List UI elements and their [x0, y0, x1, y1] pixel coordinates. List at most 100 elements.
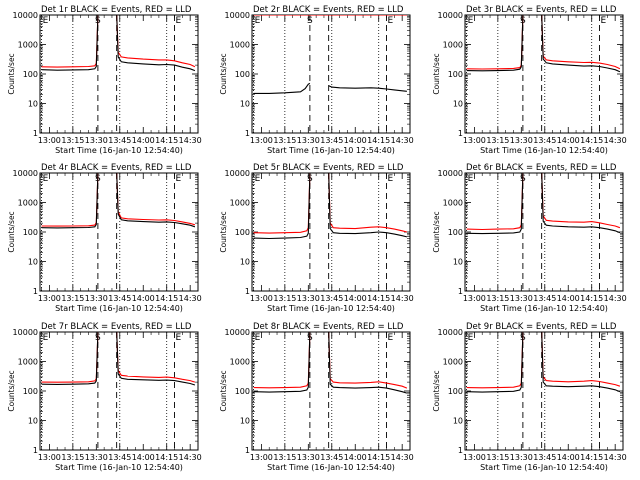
- marker-label-3: E: [388, 16, 394, 26]
- x-tick-label: 13:45: [108, 453, 131, 462]
- x-axis-label: Start Time (16-Jan-10 12:54:40): [267, 463, 395, 472]
- x-tick-label: 13:15: [61, 294, 84, 303]
- y-tick-label: 10: [240, 417, 250, 426]
- x-tick-label: 14:00: [557, 136, 580, 145]
- y-axis-label: Counts/sec: [219, 53, 228, 94]
- x-tick-label: 13:15: [486, 453, 509, 462]
- x-tick-label: 14:15: [580, 136, 603, 145]
- y-tick-label: 1000: [443, 358, 463, 367]
- x-tick-label: 13:15: [61, 136, 84, 145]
- chart-title: Det 1r BLACK = Events, RED = LLD: [41, 5, 192, 15]
- x-tick-label: 14:15: [367, 294, 390, 303]
- series-line-events: [466, 173, 621, 235]
- x-axis-label: Start Time (16-Jan-10 12:54:40): [55, 304, 183, 313]
- x-tick-label: 13:15: [273, 453, 296, 462]
- marker-label-3: E: [176, 174, 182, 184]
- x-tick-label: 14:30: [391, 453, 414, 462]
- x-tick-label: 13:00: [250, 453, 273, 462]
- x-tick-label: 14:00: [132, 294, 155, 303]
- marker-label-1: E: [468, 16, 474, 26]
- y-tick-label: 1: [458, 287, 463, 296]
- x-tick-label: 14:30: [179, 136, 202, 145]
- y-tick-label: 100: [235, 70, 250, 79]
- series-line-lld: [41, 173, 196, 227]
- y-tick-label: 10000: [225, 169, 250, 178]
- marker-label-1: E: [255, 16, 261, 26]
- series-line-events: [466, 332, 621, 393]
- y-tick-label: 100: [448, 228, 463, 237]
- chart-title: Det 8r BLACK = Events, RED = LLD: [253, 322, 404, 332]
- x-tick-label: 13:15: [61, 453, 84, 462]
- x-tick-label: 14:30: [604, 136, 627, 145]
- marker-label-2: S: [307, 16, 313, 26]
- x-tick-label: 14:15: [580, 453, 603, 462]
- x-tick-label: 14:30: [604, 453, 627, 462]
- y-tick-label: 100: [23, 70, 38, 79]
- x-tick-label: 14:15: [155, 294, 178, 303]
- chart-title: Det 3r BLACK = Events, RED = LLD: [466, 5, 617, 15]
- y-tick-label: 10: [28, 100, 38, 109]
- marker-label-1: E: [255, 333, 261, 343]
- y-tick-label: 10000: [438, 11, 463, 20]
- x-axis-label: Start Time (16-Jan-10 12:54:40): [480, 304, 608, 313]
- x-tick-label: 13:00: [38, 453, 61, 462]
- x-tick-label: 13:15: [273, 136, 296, 145]
- marker-label-1: E: [43, 16, 49, 26]
- series-line-events: [253, 332, 408, 394]
- x-tick-label: 14:00: [344, 136, 367, 145]
- y-tick-label: 1: [33, 129, 38, 138]
- y-tick-label: 1000: [18, 358, 38, 367]
- marker-label-3: E: [388, 333, 394, 343]
- x-tick-label: 13:00: [38, 294, 61, 303]
- x-tick-label: 14:30: [604, 294, 627, 303]
- series-line-events: [253, 173, 408, 240]
- y-tick-label: 1000: [230, 358, 250, 367]
- y-tick-label: 10: [240, 258, 250, 267]
- x-tick-label: 14:15: [155, 136, 178, 145]
- y-axis-label: Counts/sec: [432, 211, 441, 252]
- chart-title: Det 9r BLACK = Events, RED = LLD: [466, 322, 617, 332]
- y-tick-label: 100: [448, 70, 463, 79]
- marker-label-3: E: [176, 333, 182, 343]
- y-tick-label: 10000: [13, 328, 38, 337]
- y-tick-label: 1: [33, 446, 38, 455]
- series-line-events: [466, 15, 621, 73]
- x-tick-label: 14:15: [580, 294, 603, 303]
- y-tick-label: 1: [245, 287, 250, 296]
- y-axis-label: Counts/sec: [219, 370, 228, 411]
- series-line-lld: [253, 173, 408, 234]
- chart-title: Det 6r BLACK = Events, RED = LLD: [466, 163, 617, 173]
- marker-label-1: E: [468, 333, 474, 343]
- marker-label-3: E: [388, 174, 394, 184]
- marker-label-3: E: [601, 16, 607, 26]
- y-tick-label: 10000: [438, 169, 463, 178]
- x-tick-label: 13:30: [85, 294, 108, 303]
- y-tick-label: 100: [235, 387, 250, 396]
- marker-label-3: E: [601, 333, 607, 343]
- x-tick-label: 13:30: [297, 294, 320, 303]
- y-tick-label: 10000: [225, 11, 250, 20]
- y-tick-label: 1: [33, 287, 38, 296]
- x-tick-label: 13:45: [108, 294, 131, 303]
- y-tick-label: 10000: [13, 169, 38, 178]
- x-axis-label: Start Time (16-Jan-10 12:54:40): [55, 146, 183, 155]
- marker-label-3: E: [176, 16, 182, 26]
- marker-label-3: E: [601, 174, 607, 184]
- y-tick-label: 1000: [18, 199, 38, 208]
- x-tick-label: 13:30: [510, 136, 533, 145]
- y-axis-label: Counts/sec: [432, 53, 441, 94]
- y-axis-label: Counts/sec: [7, 211, 16, 252]
- x-tick-label: 13:45: [320, 136, 343, 145]
- x-tick-label: 13:00: [463, 453, 486, 462]
- x-axis-label: Start Time (16-Jan-10 12:54:40): [267, 146, 395, 155]
- y-tick-label: 100: [23, 228, 38, 237]
- x-tick-label: 13:30: [510, 453, 533, 462]
- x-tick-label: 13:30: [85, 453, 108, 462]
- y-tick-label: 1: [458, 129, 463, 138]
- x-tick-label: 13:45: [320, 294, 343, 303]
- chart-title: Det 2r BLACK = Events, RED = LLD: [253, 5, 404, 15]
- x-tick-label: 13:15: [486, 136, 509, 145]
- x-tick-label: 14:00: [557, 294, 580, 303]
- x-tick-label: 13:15: [486, 294, 509, 303]
